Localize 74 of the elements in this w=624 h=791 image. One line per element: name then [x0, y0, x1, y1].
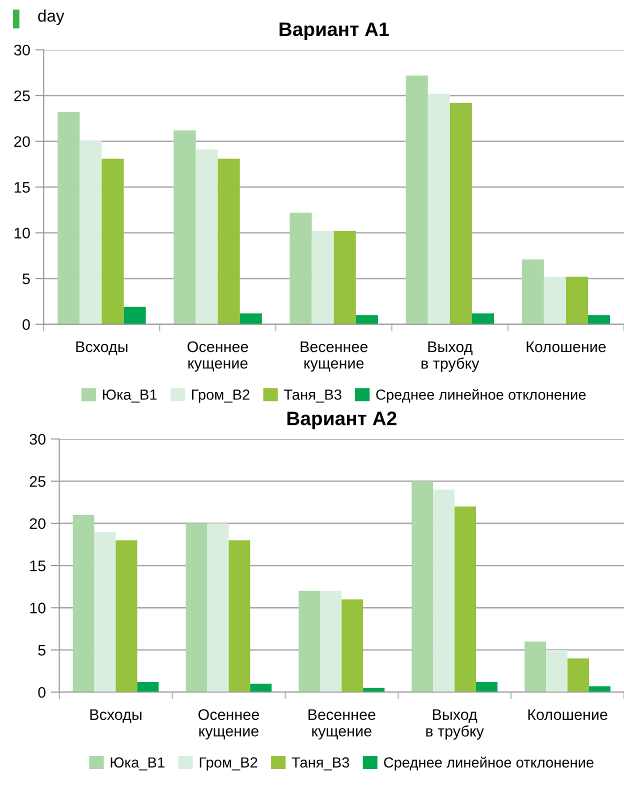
bar: [356, 315, 378, 324]
bar: [334, 230, 356, 324]
bar: [428, 94, 450, 324]
chart-title: Вариант А2: [287, 412, 396, 430]
bar: [546, 650, 568, 692]
y-tick-label: 5: [38, 644, 46, 656]
y-tick-label: 30: [14, 44, 30, 56]
bar: [94, 532, 116, 692]
bar: [312, 230, 334, 324]
bar: [116, 540, 138, 692]
bar: [450, 102, 472, 324]
bar: [588, 686, 610, 692]
x-tick-label: Весеннее кущение: [308, 709, 376, 740]
bar: [472, 313, 494, 324]
bar: [588, 315, 610, 324]
legend-label: Юка_В1: [110, 757, 164, 770]
x-tick-label: Всходы: [76, 342, 128, 356]
legend-label: Среднее линейное отклонение: [376, 388, 586, 403]
legend-label: Гром_В2: [192, 389, 250, 403]
bar: [406, 75, 428, 324]
bar: [250, 684, 272, 692]
x-tick-label: Осеннее кущение: [188, 341, 248, 372]
x-tick-label: Выход в трубку: [422, 342, 480, 372]
y-tick-label: 15: [30, 560, 46, 572]
bar: [566, 276, 588, 324]
bar: [207, 523, 229, 692]
bar: [290, 212, 312, 324]
legend-label: Гром_В2: [200, 757, 258, 771]
bar: [476, 682, 498, 692]
bar: [72, 514, 94, 692]
bar: [298, 590, 320, 692]
legend-label: Юка_В1: [103, 389, 157, 403]
x-tick-label: Осеннее кущение: [198, 709, 259, 740]
bar: [544, 276, 566, 324]
bar: [320, 590, 342, 692]
y-tick-label: 25: [30, 476, 46, 487]
y-tick-label: 20: [14, 136, 30, 148]
bar: [522, 259, 544, 324]
bar: [342, 599, 364, 692]
y-tick-label: 15: [14, 182, 30, 193]
legend-label: Таня_В3: [292, 757, 350, 770]
x-tick-label: Выход в трубку: [426, 709, 484, 740]
x-tick-label: Колошение: [526, 342, 606, 352]
y-tick-label: 0: [22, 319, 30, 330]
x-tick-label: Всходы: [90, 709, 142, 723]
bar: [412, 481, 434, 692]
legend-label: Таня_В3: [284, 389, 342, 403]
y-tick-label: 20: [30, 518, 46, 530]
bar: [454, 506, 476, 692]
legend-label: Среднее линейное отклонение: [384, 756, 594, 771]
y-tick-label: 10: [30, 602, 46, 614]
bar: [524, 642, 546, 692]
bar: [102, 158, 124, 324]
bar: [433, 490, 455, 692]
bar: [174, 130, 196, 324]
y-tick-label: 10: [14, 228, 30, 239]
y-tick-label: 0: [38, 686, 46, 698]
y-tick-label: 30: [30, 434, 46, 445]
y-tick-label: 5: [22, 274, 30, 284]
bar: [240, 313, 262, 324]
y-tick-label: 25: [14, 90, 30, 102]
bar: [186, 523, 208, 692]
bar: [218, 158, 240, 324]
bar: [228, 540, 250, 692]
bar: [124, 306, 146, 324]
x-tick-label: Колошение: [528, 709, 608, 720]
y-axis-title: day: [38, 9, 64, 26]
chart-title: Вариант А1: [280, 22, 389, 40]
bar: [137, 682, 159, 692]
bar: [568, 658, 589, 692]
bar: [196, 150, 218, 324]
bar: [58, 112, 80, 324]
bar: [80, 140, 102, 324]
x-tick-label: Весеннее кущение: [300, 342, 368, 372]
